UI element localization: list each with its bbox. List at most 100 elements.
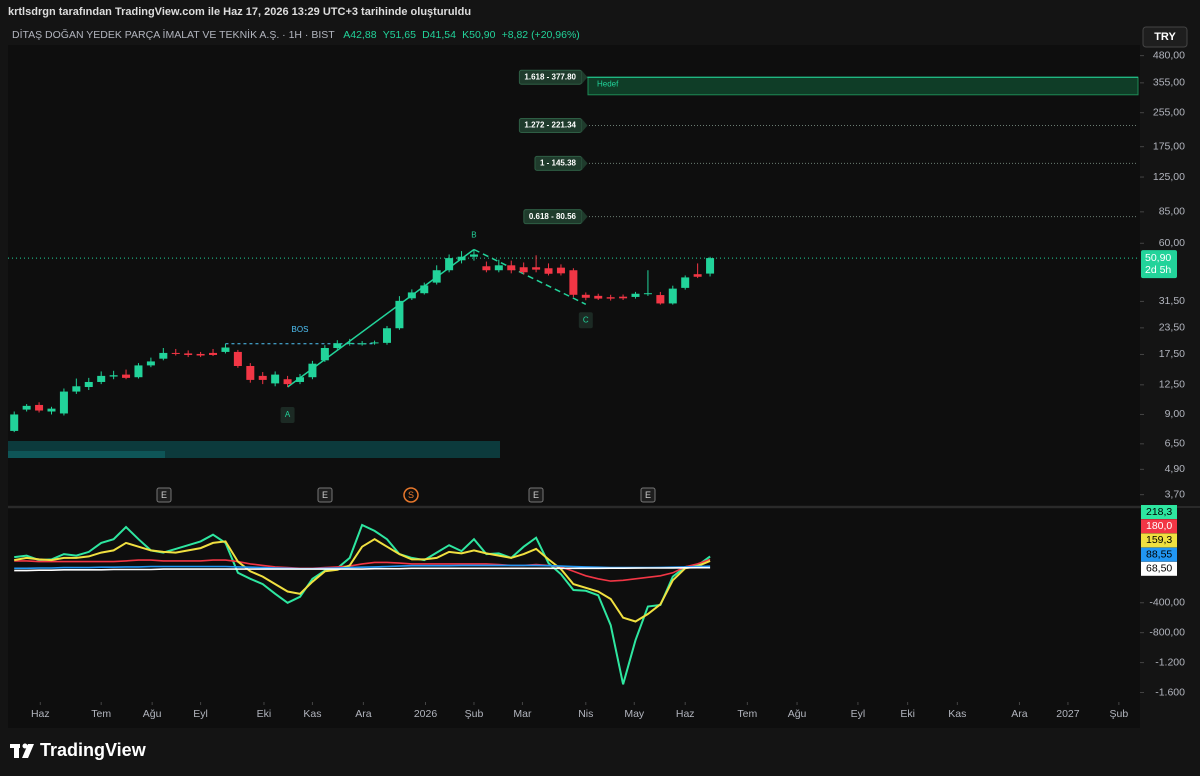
x-tick-label: Ağu (143, 708, 162, 720)
last-value-label: 218,3 (1146, 506, 1172, 518)
candle-body (221, 347, 230, 352)
candle-body (532, 267, 541, 270)
fib-label-text: 1.618 - 377.80 (524, 72, 576, 81)
candle-body (457, 256, 466, 261)
fib-label-arrow (581, 156, 588, 171)
candle-body (333, 343, 342, 348)
candle-body (358, 343, 367, 345)
indicator-line (14, 523, 711, 685)
candle-body (569, 270, 578, 295)
event-marker (403, 487, 419, 503)
last-value-label: 180,0 (1146, 520, 1172, 532)
y-tick-label: 17,50 (1159, 348, 1185, 360)
fib-label: 0.618 - 80.56 (523, 209, 588, 225)
time-axis (8, 702, 1140, 728)
last-value-label: 68,50 (1146, 563, 1172, 575)
fib-label-arrow (581, 209, 588, 224)
candle-body (233, 351, 242, 366)
y-tick-label: 85,00 (1159, 206, 1185, 218)
candle-body (681, 277, 690, 288)
candle-body (246, 365, 255, 380)
wave-label: B (471, 231, 476, 240)
candle-body (544, 268, 553, 274)
x-tick-label: Şub (465, 708, 484, 720)
x-tick-label: Ara (355, 708, 372, 720)
y-tick-label: 255,00 (1153, 106, 1185, 118)
candle-body (271, 374, 280, 384)
candle-body (494, 265, 503, 271)
candle-body (171, 352, 180, 354)
last-value-label: 88,55 (1146, 548, 1172, 560)
candle-body (643, 293, 652, 295)
candle-body (631, 293, 640, 297)
wave-label-box (280, 407, 295, 424)
candle-body (556, 267, 565, 274)
last-price-label: 50,90 (1145, 252, 1171, 264)
y-tick-label: 31,50 (1159, 295, 1185, 307)
candle-body (581, 294, 590, 298)
y-tick-label: -800,00 (1149, 626, 1185, 638)
last-value-box (1141, 533, 1177, 548)
logo-mark (22, 743, 28, 749)
x-tick-label: Eki (900, 708, 915, 720)
y-tick-label: 6,50 (1165, 438, 1186, 450)
x-tick-label: Ağu (788, 708, 807, 720)
candle-body (47, 408, 56, 412)
target-zone (587, 76, 1139, 96)
candle-body (619, 296, 628, 299)
candle-body (84, 381, 93, 388)
last-value-label: 159,3 (1146, 534, 1172, 546)
indicator-line (14, 538, 711, 623)
fib-label-arrow (581, 70, 588, 85)
x-tick-label: Tem (91, 708, 111, 720)
ohlc-value: A42,88 (343, 29, 376, 41)
event-marker (156, 487, 172, 503)
candle-body (482, 266, 491, 271)
last-price-box (1141, 250, 1177, 279)
candle-body (469, 254, 478, 257)
currency-button[interactable] (1142, 26, 1188, 48)
currency[interactable]: TRY (1154, 31, 1176, 43)
event-marker (317, 487, 333, 503)
x-tick-label: Kas (303, 708, 321, 720)
fib-label-text: 1.272 - 221.34 (524, 121, 576, 130)
event-label: E (533, 490, 539, 500)
y-tick-label: 125,00 (1153, 171, 1185, 183)
candle-body (22, 405, 31, 410)
fib-label-text: 1 - 145.38 (540, 159, 577, 168)
last-value-box (1141, 505, 1177, 519)
last-value-box (1141, 519, 1177, 534)
candle-body (35, 404, 44, 411)
y-tick-label: 355,00 (1153, 77, 1185, 89)
candle-body (146, 361, 155, 366)
event-marker (528, 487, 544, 503)
candle-body (308, 363, 317, 378)
bos-label: BOS (292, 325, 309, 334)
indicator-line (14, 558, 711, 582)
event-label: E (645, 490, 651, 500)
event-label: E (161, 490, 167, 500)
indicator-pane (8, 509, 1140, 702)
indicator-line (14, 566, 711, 572)
x-tick-label: Eyl (193, 708, 208, 720)
y-tick-label: 12,50 (1159, 379, 1185, 391)
candle-body (370, 342, 379, 344)
logo-mark (22, 744, 34, 758)
y-tick-label: 4,90 (1165, 463, 1186, 475)
candle-body (420, 285, 429, 294)
candle-body (209, 352, 218, 355)
candle-body (345, 342, 354, 344)
y-tick-label: 480,00 (1153, 49, 1185, 61)
fib-label-text: 0.618 - 80.56 (529, 212, 577, 221)
wave-line (473, 248, 587, 305)
candle-body (693, 274, 702, 277)
x-tick-label: Mar (513, 708, 532, 720)
x-tick-label: 2027 (1056, 708, 1080, 720)
candle-body (10, 414, 19, 431)
countdown: 2d 5h (1145, 264, 1171, 276)
x-tick-label: 2026 (414, 708, 438, 720)
y-tick-label: 3,70 (1165, 488, 1186, 500)
candle-body (134, 365, 143, 378)
x-tick-label: Ara (1011, 708, 1028, 720)
